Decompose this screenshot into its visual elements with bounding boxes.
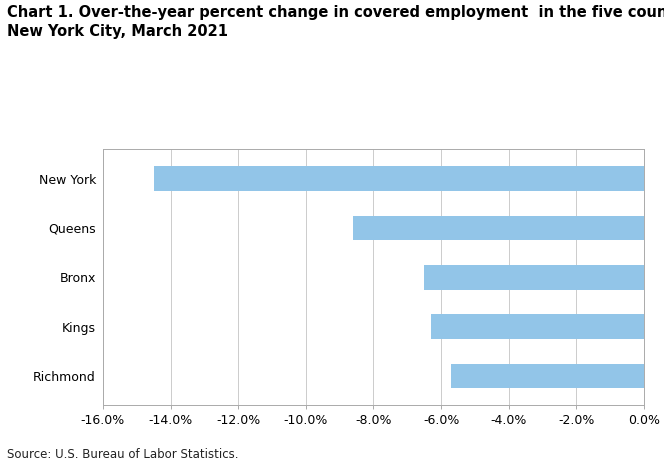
Bar (452, 363, 644, 388)
Bar (353, 216, 644, 240)
Text: Source: U.S. Bureau of Labor Statistics.: Source: U.S. Bureau of Labor Statistics. (7, 448, 238, 461)
Bar (424, 265, 644, 289)
Text: Chart 1. Over-the-year percent change in covered employment  in the five countie: Chart 1. Over-the-year percent change in… (7, 5, 664, 40)
Bar (153, 166, 644, 191)
Bar (431, 314, 644, 339)
